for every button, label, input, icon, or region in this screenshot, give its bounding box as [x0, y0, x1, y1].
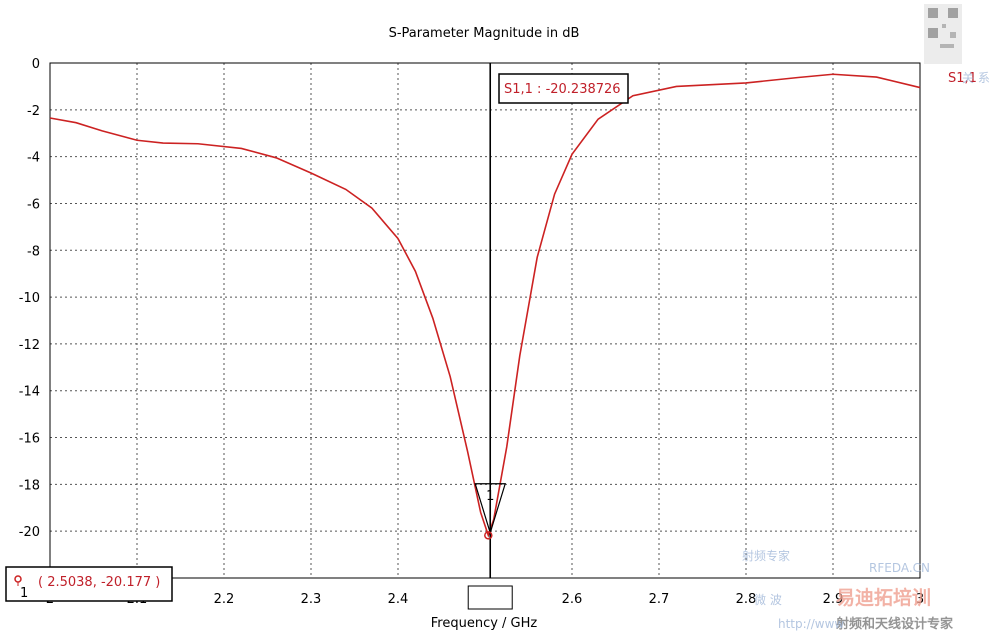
watermark-text: 射频专家: [742, 548, 790, 563]
watermark-text: 微 波: [754, 593, 782, 607]
readout-point: [484, 531, 493, 540]
y-axis-ticks: 0 -2 -4 -6 -8 -10 -12 -14 -16 -18 -20: [19, 57, 40, 540]
y-tick-label: -18: [19, 478, 40, 493]
y-tick-label: -20: [19, 525, 40, 540]
qr-code-watermark: [924, 4, 962, 64]
x-tick-label: 2.7: [649, 592, 670, 607]
x-axis-label: Frequency / GHz: [431, 616, 538, 631]
x-tick-label: 3: [916, 592, 924, 607]
x-tick-label: 2.2: [214, 592, 235, 607]
point-readout-box: [5, 566, 173, 602]
marker-id-label: 1: [486, 489, 494, 504]
watermark-text: 关 系: [962, 71, 990, 85]
y-tick-label: -10: [19, 291, 40, 306]
point-readout-label: ( 2.5038, -20.177 ): [38, 575, 160, 590]
chart-title: S-Parameter Magnitude in dB: [389, 26, 580, 41]
x-tick-label: 2.9: [823, 592, 844, 607]
plot-area-frame: [49, 62, 921, 579]
legend-entry-s11: S1,1: [948, 71, 977, 86]
watermark-text: http://www: [778, 617, 844, 631]
y-tick-label: -4: [27, 151, 40, 166]
x-tick-label: 2.6: [562, 592, 583, 607]
y-tick-label: -14: [19, 385, 40, 400]
y-tick-label: -12: [19, 338, 40, 353]
grid-lines: [50, 63, 920, 578]
marker-frequency-box: [467, 585, 513, 610]
marker-value-box: [498, 73, 629, 104]
x-tick-label: 2.3: [301, 592, 322, 607]
watermark-text: 易迪拓培训: [836, 586, 931, 609]
y-tick-label: -6: [27, 197, 40, 212]
watermark-text: RFEDA.CN: [869, 561, 930, 575]
marker-value-label: S1,1 : -20.238726: [504, 82, 621, 97]
y-tick-label: -8: [27, 244, 40, 259]
series-line-s11: [49, 73, 921, 538]
x-tick-label: 2.8: [736, 592, 757, 607]
y-tick-label: -16: [19, 432, 40, 447]
y-tick-label: -2: [27, 104, 40, 119]
y-tick-label: 0: [32, 57, 40, 72]
readout-id: 1: [20, 586, 28, 601]
x-tick-label: 2.4: [388, 592, 409, 607]
marker-triangle[interactable]: [474, 483, 507, 535]
watermark-text: 射频和天线设计专家: [835, 616, 954, 632]
